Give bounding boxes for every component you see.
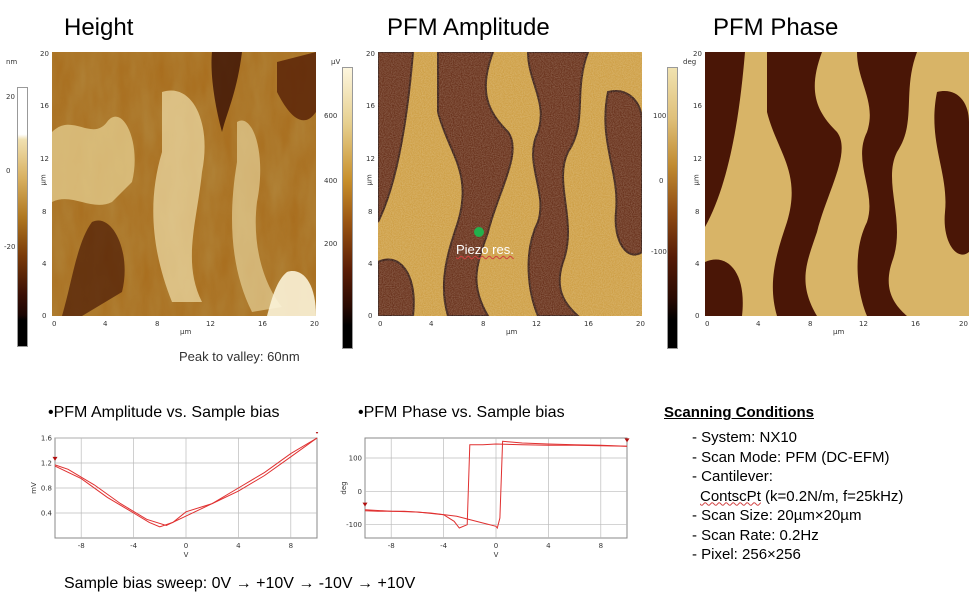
x-tick-label: -4 xyxy=(130,542,138,550)
conditions-list: - System: NX10 - Scan Mode: PFM (DC-EFM)… xyxy=(692,428,972,565)
amplitude-cbar-tick: 200 xyxy=(324,240,338,248)
height-afm-image xyxy=(52,52,316,316)
amp-vs-bias-chart: -8 -4 0 4 8 0.4 0.8 1.2 1.6 VmV xyxy=(30,432,319,559)
amplitude-xaxis-label: µm xyxy=(506,328,518,336)
amplitude-cbar-tick: 400 xyxy=(324,177,338,185)
y-tick-label: 100 xyxy=(349,455,362,463)
condition-scan-rate: - Scan Rate: 0.2Hz xyxy=(692,526,819,544)
phase-cbar-unit: deg xyxy=(683,58,697,66)
x-tick-label: 8 xyxy=(599,542,603,550)
amplitude-panel: µV 600 400 200 20 16 12 8 4 0 µm 0 4 8 1… xyxy=(324,50,660,349)
phase-yaxis-label: µm xyxy=(692,174,701,186)
y-axis-label: deg xyxy=(340,481,348,494)
condition-cantilever: - Cantilever: xyxy=(692,468,773,485)
amplitude-colorbar xyxy=(342,67,353,349)
sweep-endpoint-marker xyxy=(315,432,319,434)
height-xaxis-ticks: 0 4 8 12 16 20 xyxy=(52,320,319,328)
phase-cbar-tick: 100 xyxy=(653,112,667,120)
sweep-endpoint-marker xyxy=(624,438,630,443)
amplitude-afm-image xyxy=(378,52,642,316)
x-tick-label: 0 xyxy=(494,542,498,550)
amplitude-yaxis-label: µm xyxy=(365,174,374,186)
y-tick-label: 1.6 xyxy=(41,435,53,443)
amplitude-xaxis-ticks: 0 4 8 12 16 20 xyxy=(378,320,645,328)
condition-system: - System: NX10 xyxy=(692,429,798,446)
y-tick-label: 1.2 xyxy=(41,460,52,468)
sweep-endpoint-marker xyxy=(362,502,368,507)
amplitude-title: PFM Amplitude xyxy=(387,14,550,41)
height-yaxis-label: µm xyxy=(39,174,48,186)
measurement-point-marker xyxy=(474,227,484,237)
series-line xyxy=(54,437,318,527)
x-tick-label: -8 xyxy=(388,542,395,550)
sweep-note: Sample bias sweep: 0V → +10V → -10V → +1… xyxy=(64,575,416,592)
phase-colorbar xyxy=(667,67,678,349)
x-tick-label: 4 xyxy=(236,542,241,550)
condition-scan-mode: - Scan Mode: PFM (DC-EFM) xyxy=(692,448,890,466)
height-title: Height xyxy=(64,14,134,41)
condition-scan-size: - Scan Size: 20µm×20µm xyxy=(692,507,862,524)
y-axis-label: mV xyxy=(30,482,38,494)
conditions-title: Scanning Conditions xyxy=(664,404,814,421)
sweep-endpoint-marker xyxy=(52,456,58,461)
condition-cantilever-spec: ContscPt (k=0.2N/m, f=25kHz) xyxy=(700,487,904,505)
y-tick-label: 0 xyxy=(358,488,362,496)
x-axis-label: V xyxy=(184,551,189,559)
amplitude-cbar-tick: 600 xyxy=(324,112,338,120)
x-axis-label: V xyxy=(494,551,499,559)
x-tick-label: 0 xyxy=(184,542,188,550)
phase-panel: deg 100 0 -100 20 16 12 8 4 0 µm 0 4 8 1… xyxy=(651,50,974,349)
height-panel: nm 20 0 -20 20 16 12 8 4 0 µm 0 4 8 12 1… xyxy=(0,50,340,347)
phase-afm-image xyxy=(705,52,969,316)
series-line xyxy=(364,440,628,530)
y-tick-label: -100 xyxy=(346,521,362,529)
height-xaxis-label: µm xyxy=(180,328,192,336)
x-tick-label: -8 xyxy=(78,542,85,550)
x-tick-label: 8 xyxy=(289,542,293,550)
y-tick-label: 0.8 xyxy=(41,485,52,493)
peak-to-valley-note: Peak to valley: 60nm xyxy=(179,349,300,364)
condition-pixel: - Pixel: 256×256 xyxy=(692,546,801,563)
amp-plot-caption: •PFM Amplitude vs. Sample bias xyxy=(48,404,280,421)
amplitude-cbar-unit: µV xyxy=(331,58,341,66)
y-tick-label: 0.4 xyxy=(41,510,53,518)
height-colorbar xyxy=(17,87,28,347)
phase-cbar-tick: 0 xyxy=(659,177,664,185)
phase-xaxis-ticks: 0 4 8 12 16 20 xyxy=(705,320,968,328)
phase-plot-caption: •PFM Phase vs. Sample bias xyxy=(358,404,565,421)
height-cbar-unit: nm xyxy=(6,58,18,66)
phase-title: PFM Phase xyxy=(713,14,839,41)
height-cbar-tick: -20 xyxy=(4,243,16,251)
piezo-annotation: Piezo res. xyxy=(456,242,514,257)
x-tick-label: -4 xyxy=(440,542,448,550)
phase-xaxis-label: µm xyxy=(833,328,845,336)
height-cbar-tick: 20 xyxy=(6,93,15,101)
x-tick-label: 4 xyxy=(546,542,551,550)
height-cbar-tick: 0 xyxy=(6,167,11,175)
phase-cbar-tick: -100 xyxy=(651,248,667,256)
